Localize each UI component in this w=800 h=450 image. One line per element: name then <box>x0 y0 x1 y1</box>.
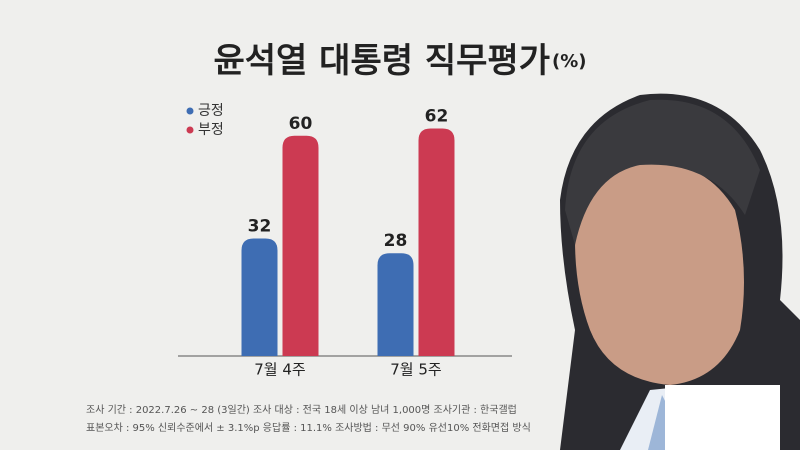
legend-label: 긍정 <box>198 103 224 119</box>
legend-dot <box>186 107 194 115</box>
title-unit: (%) <box>552 51 587 72</box>
bar <box>418 128 455 356</box>
x-tick-label: 7월 5주 <box>390 361 441 379</box>
data-label: 32 <box>248 217 272 237</box>
bar <box>241 238 278 356</box>
x-tick-label: 7월 4주 <box>254 361 305 379</box>
chart-title: 윤석열 대통령 직무평가 (%) <box>214 41 587 81</box>
data-label: 60 <box>289 114 313 134</box>
note: 표본오차 : 95% 신뢰수준에서 ± 3.1%p 응답률 : 11.1% 조사… <box>86 422 531 434</box>
legend-dot <box>186 126 194 134</box>
bar <box>282 135 319 356</box>
title-text: 윤석열 대통령 직무평가 <box>214 41 550 81</box>
blank-box <box>665 385 780 450</box>
data-label: 28 <box>384 231 408 251</box>
note: 조사 기간 : 2022.7.26 ~ 28 (3일간) 조사 대상 : 전국 … <box>86 404 517 416</box>
data-label: 62 <box>425 106 449 126</box>
legend-label: 부정 <box>198 122 224 138</box>
bar <box>377 253 414 356</box>
